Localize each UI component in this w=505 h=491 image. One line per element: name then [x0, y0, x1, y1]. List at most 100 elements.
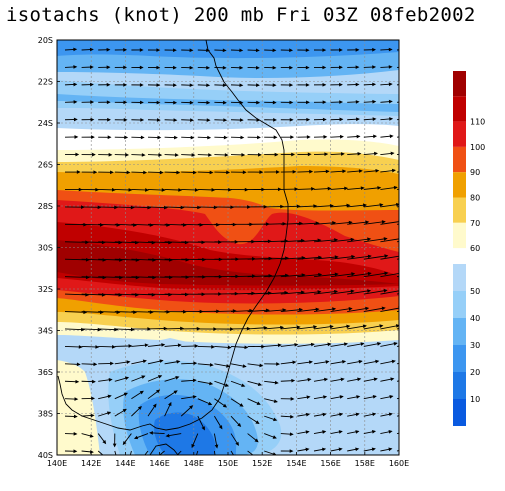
wind-vector-head [123, 65, 128, 70]
wind-vector [131, 293, 155, 296]
lat-tick-label: 40S [38, 451, 53, 460]
wind-vector-head [256, 401, 261, 405]
wind-vector-head [388, 412, 393, 417]
wind-vector-head [89, 65, 94, 69]
wind-vector-head [332, 221, 337, 225]
wind-vector-head [141, 153, 146, 157]
wind-vector-head [395, 324, 399, 328]
wind-vector-head [388, 447, 393, 452]
wind-vector-head [156, 118, 161, 122]
wind-vector [181, 223, 203, 226]
wind-vector-head [102, 440, 107, 445]
wind-vector-head [358, 359, 363, 364]
colorbar-swatch [453, 96, 466, 122]
wind-vector-head [360, 342, 365, 346]
wind-vector [181, 206, 201, 208]
wind-vector [347, 238, 371, 243]
lon-tick-label: 140E [47, 459, 67, 468]
wind-vector-head [323, 395, 328, 399]
wind-vector-head [176, 170, 181, 175]
wind-vector [330, 290, 354, 295]
lon-tick-label: 156E [320, 459, 340, 468]
wind-vector-head [276, 170, 280, 174]
wind-vector-head [222, 48, 227, 53]
wind-vector-head [372, 82, 377, 87]
wind-vector [396, 240, 399, 243]
wind-vector-head [107, 394, 112, 399]
wind-vector-head [388, 65, 393, 69]
wind-vector-head [209, 381, 214, 386]
wind-vector-head [143, 170, 148, 175]
wind-vector-head [272, 435, 277, 439]
wind-vector [280, 274, 305, 278]
wind-vector [114, 328, 134, 331]
wind-vector-head [418, 254, 421, 256]
wind-vector [380, 325, 399, 330]
wind-vector-head [194, 188, 199, 192]
wind-vector-head [401, 237, 403, 239]
wind-vector-head [406, 66, 408, 68]
wind-vector-head [261, 187, 266, 192]
wind-vector-head [374, 151, 378, 156]
wind-vector [313, 222, 336, 225]
lon-tick-label: 148E [184, 459, 204, 468]
wind-vector-head [379, 203, 384, 207]
wind-vector-head [74, 135, 79, 139]
colorbar-label: 40 [470, 314, 480, 323]
wind-vector-head [307, 152, 312, 157]
wind-vector-head [327, 186, 332, 191]
wind-vector-head [407, 396, 410, 398]
wind-vector-head [256, 118, 261, 122]
wind-vector [114, 293, 138, 296]
wind-vector-head [108, 378, 113, 382]
wind-vector-head [226, 170, 231, 175]
wind-vector-head [292, 169, 297, 174]
wind-vector-head [334, 255, 339, 259]
wind-vector [280, 205, 300, 208]
wind-vector-head [339, 100, 344, 104]
colorbar-label: 90 [470, 168, 480, 177]
wind-vector-head [137, 405, 142, 410]
wind-vector-head [365, 306, 370, 311]
wind-vector-head [209, 363, 214, 367]
wind-vector [264, 292, 288, 295]
colorbar-swatch [453, 318, 466, 345]
wind-vector-head [189, 65, 194, 70]
wind-vector-head [327, 342, 332, 347]
wind-vector [313, 273, 338, 278]
wind-vector-head [355, 430, 360, 434]
lon-tick-label: 146E [149, 459, 169, 468]
wind-vector [347, 325, 366, 330]
wind-vector-head [172, 65, 177, 70]
wind-vector-head [239, 83, 244, 88]
wind-vector [264, 274, 288, 278]
wind-vector-head [156, 100, 161, 105]
wind-vector-head [408, 152, 410, 154]
wind-vector-head [174, 153, 179, 157]
wind-vector-head [209, 170, 214, 175]
wind-vector-head [141, 375, 146, 379]
wind-vector [64, 293, 89, 296]
wind-vector-head [355, 65, 360, 70]
wind-vector-head [289, 48, 294, 53]
wind-vector [131, 258, 156, 261]
wind-vector-head [73, 100, 78, 104]
wind-vector-head [258, 152, 262, 157]
wind-vector [297, 239, 321, 243]
wind-vector-head [290, 397, 295, 401]
wind-vector [230, 292, 255, 295]
wind-vector-head [111, 345, 116, 349]
wind-vector [213, 450, 216, 455]
wind-vector-head [177, 343, 182, 348]
wind-vector-head [255, 420, 260, 424]
wind-vector-head [389, 134, 394, 139]
wind-vector-head [273, 118, 277, 122]
wind-vector-head [256, 100, 261, 105]
wind-vector-head [90, 100, 95, 104]
wind-vector-head [375, 168, 380, 173]
wind-vector [81, 241, 105, 243]
wind-vector-head [226, 364, 231, 368]
wind-vector [98, 258, 122, 261]
wind-vector [98, 328, 118, 331]
